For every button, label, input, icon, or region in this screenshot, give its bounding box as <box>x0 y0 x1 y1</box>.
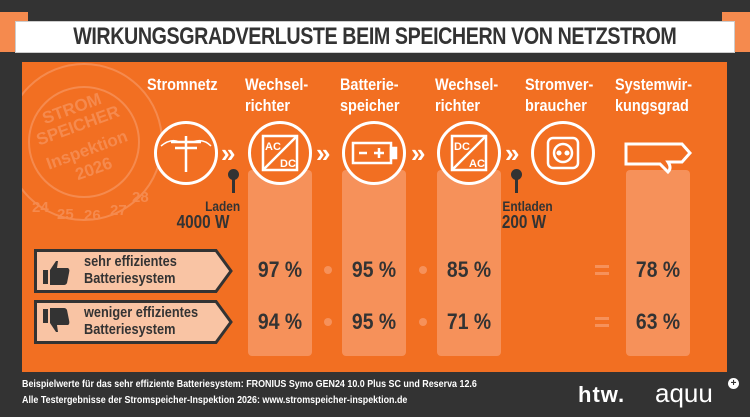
inverter-ac-dc-icon: AC DC <box>248 121 312 185</box>
power-pole-icon <box>154 121 218 185</box>
charge-value: 4000 W <box>176 212 230 232</box>
svg-text:AC: AC <box>469 158 485 170</box>
stamp-number: 28 <box>132 189 149 206</box>
footer-note-2: Alle Testergebnisse der Stromspeicher-In… <box>22 394 408 406</box>
column-header-inverter-1: Wechsel-richter <box>245 75 309 115</box>
value-less-efficient-battery: 95 % <box>351 309 397 334</box>
value-less-efficient-inverter-1: 94 % <box>257 309 303 334</box>
stamp-number: 27 <box>110 202 127 219</box>
stamp-number: 24 <box>32 199 49 216</box>
charge-pin <box>228 169 239 193</box>
thumbs-up-icon <box>43 261 70 285</box>
column-bg-system <box>626 170 690 356</box>
column-header-consumer: Stromver-braucher <box>525 75 594 115</box>
row-label-efficient: sehr effizientes Batteriesystem <box>34 249 233 293</box>
chevron-right-icon: » <box>411 138 426 168</box>
chevron-right-icon: » <box>316 138 331 168</box>
footer-note-1: Beispielwerte für das sehr effiziente Ba… <box>22 378 477 390</box>
value-less-efficient-inverter-2: 71 % <box>446 309 492 334</box>
stamp-number: 25 <box>57 206 74 223</box>
equals-sign <box>595 317 609 327</box>
discharge-label: Entladen <box>502 198 553 214</box>
chevron-right-icon: » <box>505 138 520 168</box>
multiply-dot <box>419 318 427 326</box>
battery-icon <box>342 121 406 185</box>
column-header-system: Systemwir-kungsgrad <box>615 75 693 115</box>
discharge-value: 200 W <box>501 212 547 232</box>
column-bg-inverter-1 <box>248 170 312 356</box>
arrow-sign-icon <box>624 142 693 175</box>
row-label-less-efficient: weniger effizientes Batteriesystem <box>34 300 233 344</box>
column-bg-battery <box>342 170 406 356</box>
column-header-inverter-2: Wechsel-richter <box>435 75 499 115</box>
multiply-dot <box>324 318 332 326</box>
value-less-efficient-system: 63 % <box>635 309 681 334</box>
infographic-panel: STROM SPEICHER Inspektion 2026 24 25 26 … <box>22 62 727 372</box>
equals-sign <box>595 265 609 275</box>
inspection-stamp-watermark: STROM SPEICHER Inspektion 2026 24 25 26 … <box>22 63 163 224</box>
thumbs-down-icon <box>43 308 70 332</box>
aquu-logo: aquu <box>655 378 713 408</box>
value-efficient-inverter-2: 85 % <box>446 257 492 282</box>
chevron-right-icon: » <box>221 138 236 168</box>
column-header-grid: Stromnetz <box>147 75 218 94</box>
column-bg-inverter-2 <box>437 170 501 356</box>
svg-text:AC: AC <box>265 141 281 153</box>
title-banner: WIRKUNGSGRADVERLUSTE BEIM SPEICHERN VON … <box>15 21 735 53</box>
svg-text:DC: DC <box>280 158 296 170</box>
power-socket-icon <box>531 121 595 185</box>
value-efficient-system: 78 % <box>635 257 681 282</box>
inverter-dc-ac-icon: DC AC <box>437 121 501 185</box>
htw-logo: htw. <box>578 382 626 407</box>
multiply-dot <box>419 266 427 274</box>
column-header-battery: Batterie-speicher <box>340 75 400 115</box>
page-title: WIRKUNGSGRADVERLUSTE BEIM SPEICHERN VON … <box>73 23 677 50</box>
value-efficient-inverter-1: 97 % <box>257 257 303 282</box>
plus-icon: + <box>728 378 739 389</box>
svg-text:DC: DC <box>454 141 470 153</box>
discharge-pin <box>511 169 522 193</box>
value-efficient-battery: 95 % <box>351 257 397 282</box>
stamp-number: 26 <box>84 207 101 224</box>
multiply-dot <box>324 266 332 274</box>
charge-label: Laden <box>205 198 241 214</box>
